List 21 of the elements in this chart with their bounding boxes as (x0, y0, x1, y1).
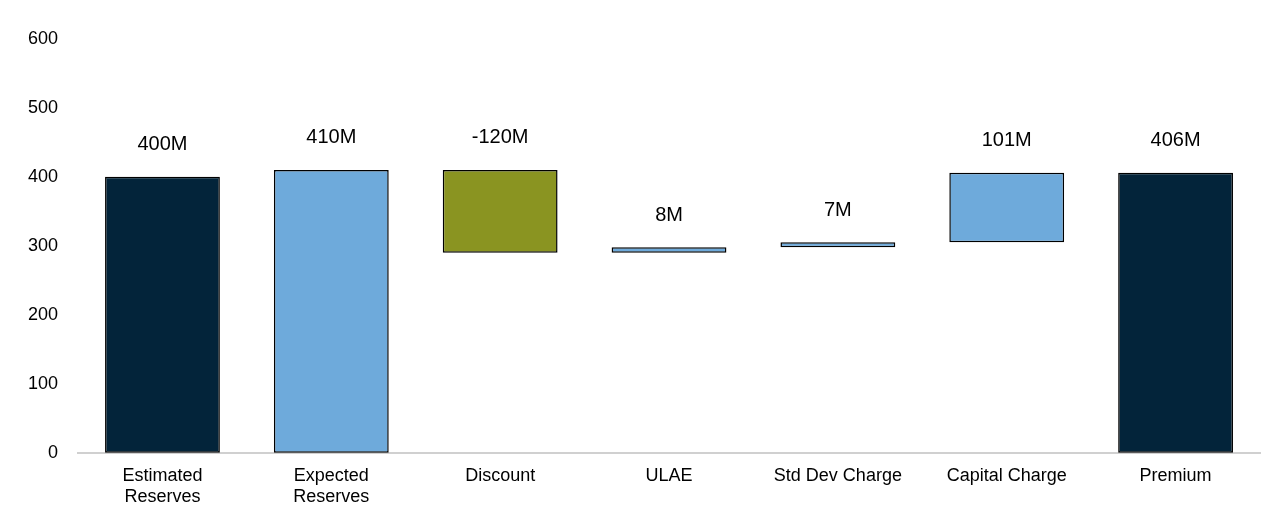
x-tick-label: Std Dev Charge (773, 464, 902, 485)
data-label: 8M (655, 202, 683, 225)
data-label: -120M (471, 125, 529, 148)
y-tick-label: 200 (27, 303, 59, 324)
x-tick-label: Estimated Reserves (122, 464, 203, 507)
x-tick-label: Expected Reserves (293, 464, 370, 507)
y-tick-label: 100 (27, 372, 59, 393)
x-tick-label: Capital Charge (946, 464, 1067, 485)
y-tick-label: 500 (27, 96, 59, 117)
y-tick-label: 600 (27, 27, 59, 48)
y-tick-label: 300 (27, 234, 59, 255)
data-label: 406M (1150, 128, 1201, 151)
data-label: 7M (823, 197, 852, 220)
data-label: 101M (981, 128, 1032, 151)
y-tick-label: 400 (27, 165, 59, 186)
data-label: 400M (137, 132, 188, 155)
x-tick-label: Premium (1139, 464, 1212, 485)
data-label: 410M (306, 125, 357, 148)
y-tick-label: 0 (48, 441, 59, 462)
x-tick-label: ULAE (645, 464, 693, 485)
x-tick-label: Discount (465, 464, 536, 485)
